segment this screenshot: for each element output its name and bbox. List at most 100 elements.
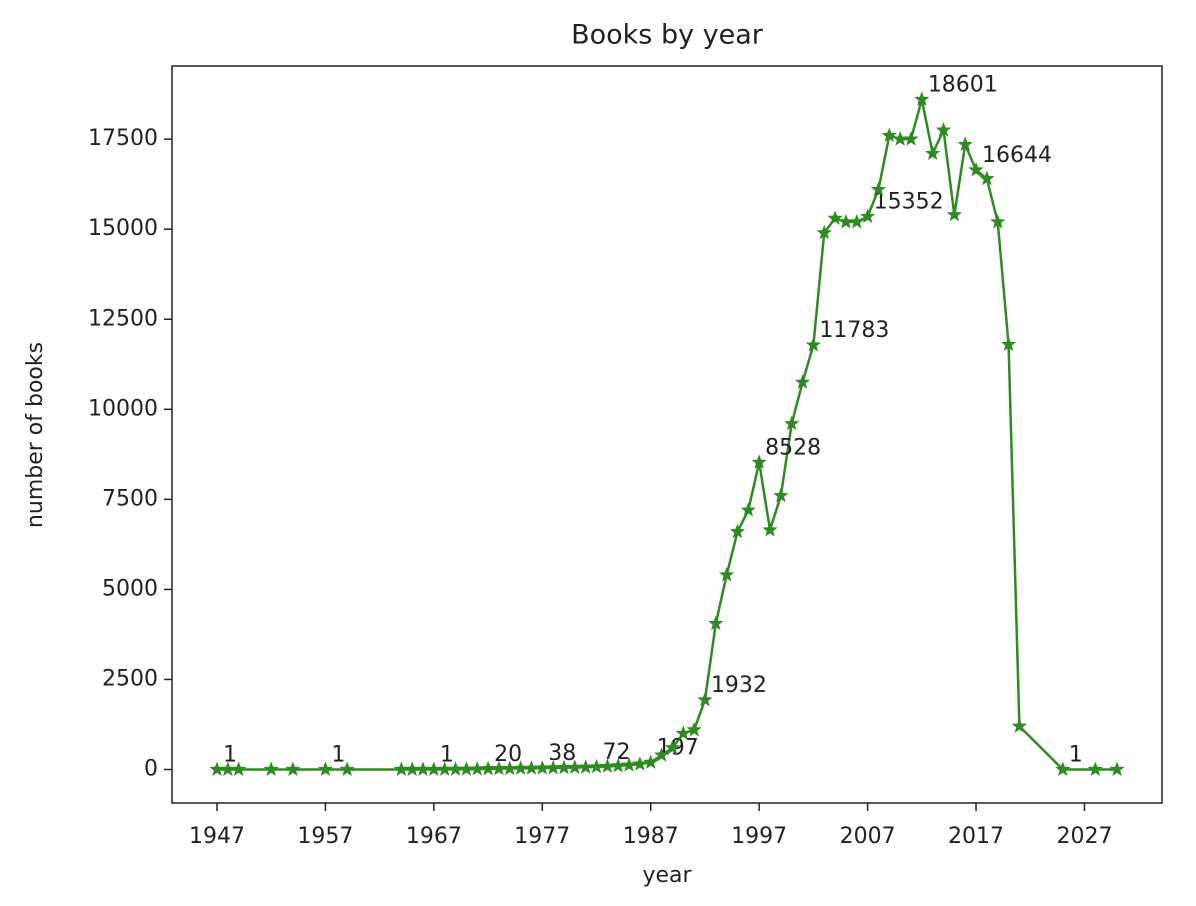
data-point bbox=[578, 759, 594, 774]
data-point bbox=[773, 487, 789, 503]
data-point bbox=[491, 760, 507, 776]
data-point bbox=[599, 758, 615, 773]
y-tick-label: 10000 bbox=[88, 396, 158, 421]
data-label: 8528 bbox=[765, 435, 821, 460]
chart-title: Books by year bbox=[571, 20, 764, 51]
y-tick-label: 15000 bbox=[88, 216, 158, 241]
data-point bbox=[946, 206, 962, 222]
data-point bbox=[968, 161, 984, 177]
y-tick-label: 12500 bbox=[88, 306, 158, 331]
data-point bbox=[534, 760, 550, 775]
data-point bbox=[990, 214, 1006, 229]
data-point bbox=[729, 523, 746, 539]
data-point bbox=[209, 761, 225, 776]
data-point bbox=[480, 760, 496, 776]
data-point bbox=[556, 759, 572, 775]
data-point bbox=[664, 739, 681, 755]
data-point bbox=[740, 502, 756, 517]
data-point bbox=[523, 760, 540, 775]
x-tick-label: 1967 bbox=[406, 824, 462, 849]
data-point bbox=[979, 170, 995, 186]
data-point bbox=[610, 757, 626, 773]
data-point bbox=[220, 761, 236, 776]
x-tick-label: 2007 bbox=[840, 824, 896, 849]
data-point bbox=[794, 374, 811, 389]
data-point bbox=[892, 131, 908, 146]
x-tick-label: 2027 bbox=[1056, 824, 1112, 849]
data-point bbox=[1109, 761, 1125, 776]
data-point bbox=[1000, 336, 1017, 351]
data-label: 16644 bbox=[982, 143, 1052, 168]
data-point bbox=[1055, 761, 1071, 776]
data-point bbox=[285, 761, 301, 776]
data-label: 1 bbox=[1069, 742, 1083, 767]
x-tick-label: 1997 bbox=[731, 824, 787, 849]
x-axis-label: year bbox=[642, 863, 692, 888]
data-point bbox=[567, 759, 583, 774]
x-tick-label: 1987 bbox=[623, 824, 679, 849]
data-point bbox=[393, 761, 409, 776]
data-point bbox=[838, 214, 854, 229]
data-point bbox=[437, 761, 453, 776]
data-label: 1 bbox=[440, 742, 454, 767]
data-point bbox=[751, 454, 767, 469]
data-point bbox=[458, 761, 475, 776]
data-label: 15352 bbox=[874, 190, 944, 215]
data-point bbox=[1087, 761, 1103, 776]
data-point bbox=[675, 725, 691, 740]
data-point bbox=[1011, 718, 1028, 733]
x-tick-label: 1957 bbox=[297, 824, 353, 849]
y-axis-label: number of books bbox=[23, 342, 48, 528]
data-point bbox=[719, 567, 735, 582]
data-point bbox=[404, 761, 420, 776]
data-point bbox=[447, 761, 464, 776]
data-point bbox=[935, 122, 952, 137]
data-label: 1 bbox=[223, 742, 237, 767]
data-point bbox=[849, 214, 865, 229]
data-point bbox=[545, 759, 561, 775]
data-point bbox=[957, 136, 973, 152]
plot-frame bbox=[171, 65, 1163, 804]
data-point bbox=[653, 747, 670, 762]
data-label: 11783 bbox=[819, 318, 889, 343]
y-tick-label: 17500 bbox=[88, 126, 158, 151]
x-tick-label: 2017 bbox=[948, 824, 1004, 849]
data-point bbox=[588, 758, 605, 774]
y-tick-label: 0 bbox=[144, 757, 158, 782]
data-point bbox=[686, 721, 702, 737]
data-point bbox=[263, 761, 279, 776]
data-point bbox=[621, 757, 637, 772]
data-label: 1932 bbox=[711, 673, 767, 698]
data-point bbox=[816, 224, 832, 240]
data-label: 18601 bbox=[928, 72, 998, 97]
data-point bbox=[339, 761, 355, 776]
y-tick-label: 7500 bbox=[102, 486, 158, 511]
data-point bbox=[903, 131, 919, 146]
data-point bbox=[697, 691, 713, 707]
data-point bbox=[784, 415, 800, 431]
data-point bbox=[827, 210, 843, 225]
data-point bbox=[632, 756, 648, 771]
data-point bbox=[317, 761, 334, 776]
y-tick-label: 5000 bbox=[102, 576, 158, 601]
data-point bbox=[469, 761, 485, 776]
x-tick-label: 1947 bbox=[189, 824, 245, 849]
x-tick-label: 1977 bbox=[514, 824, 570, 849]
data-point bbox=[513, 760, 529, 775]
data-point bbox=[859, 208, 876, 223]
data-point bbox=[708, 615, 724, 631]
y-tick-label: 2500 bbox=[102, 666, 158, 691]
data-point bbox=[925, 145, 941, 161]
data-point bbox=[805, 337, 821, 352]
data-line bbox=[217, 99, 1117, 771]
data-point bbox=[643, 754, 659, 769]
data-point bbox=[415, 761, 431, 776]
data-point bbox=[914, 91, 930, 106]
data-label: 1 bbox=[331, 742, 345, 767]
data-point bbox=[762, 521, 778, 537]
data-point bbox=[870, 181, 887, 197]
data-point bbox=[502, 760, 518, 776]
data-point bbox=[231, 761, 247, 776]
data-point bbox=[881, 127, 897, 143]
